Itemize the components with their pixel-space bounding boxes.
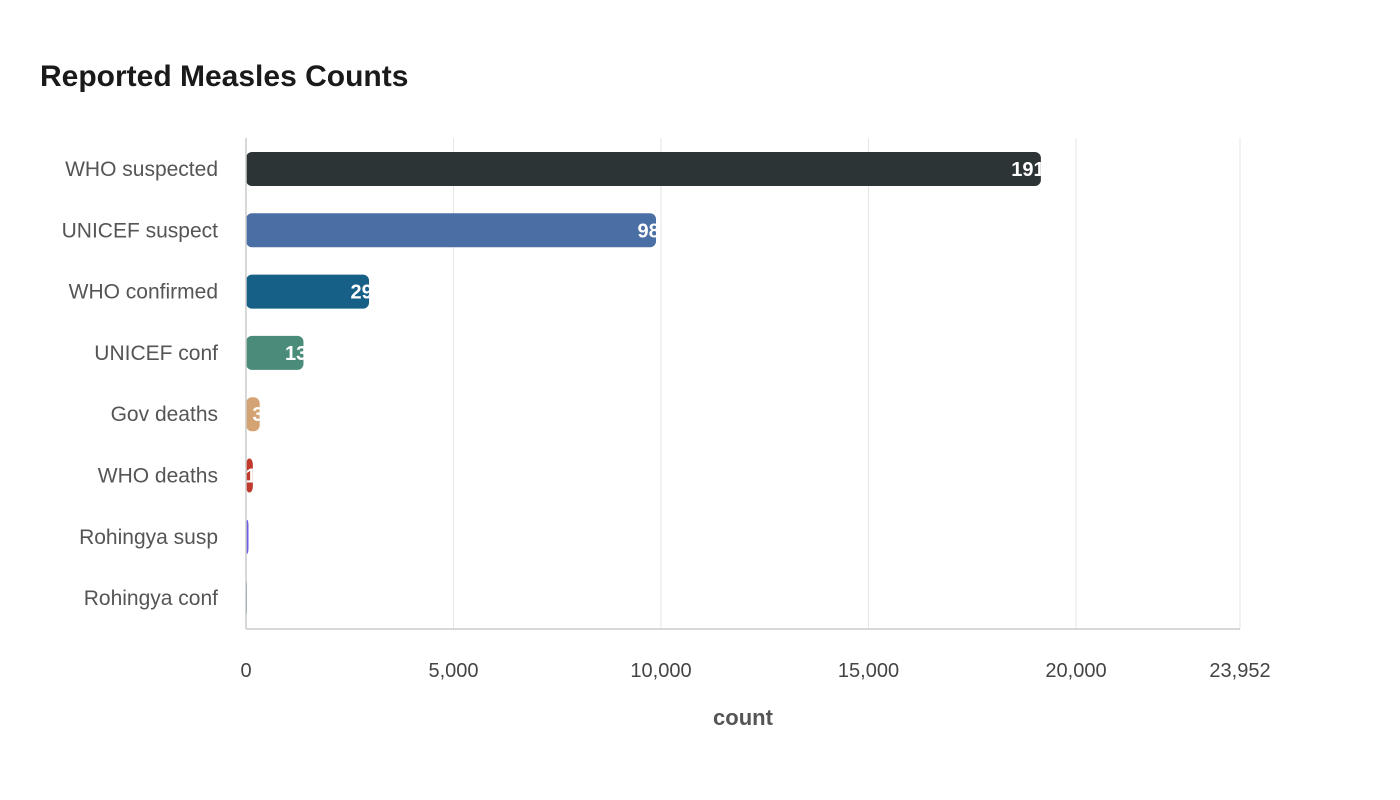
chart-title: Reported Measles Counts — [40, 60, 409, 93]
bar-value-label: 19154 — [1011, 159, 1067, 181]
x-tick-label: 15,000 — [838, 660, 899, 682]
x-tick-label: 20,000 — [1045, 660, 1106, 682]
bar-who-deaths — [246, 458, 253, 493]
x-axis-title: count — [713, 705, 774, 730]
label-layer: 0 5,000 10,000 15,000 20,000 23,952 WHO suspec… — [62, 158, 1271, 682]
bar-layer — [246, 152, 1041, 616]
x-tick-label: 23,952 — [1209, 660, 1270, 682]
y-category-label: WHO confirmed — [69, 281, 218, 304]
y-category-label: Rohingya susp — [79, 526, 218, 549]
bar-value-label: 165 — [245, 466, 278, 488]
x-tick-label: 0 — [240, 660, 251, 682]
bar-who-confirmed — [246, 274, 370, 309]
bar-value-label: 9880 — [638, 220, 683, 242]
bar-unicef-conf — [246, 335, 304, 370]
y-category-label: UNICEF conf — [94, 342, 218, 365]
bar-gov-deaths — [246, 397, 260, 432]
bar-value-label: 1385 — [285, 343, 330, 365]
y-category-label: WHO deaths — [98, 465, 218, 488]
bar-value-label: 2965 — [351, 282, 396, 304]
y-category-label: Rohingya conf — [84, 587, 218, 610]
x-tick-label: 5,000 — [428, 660, 478, 682]
x-tick-label: 10,000 — [630, 660, 691, 682]
bar-unicef-suspect — [246, 213, 657, 248]
y-category-label: WHO suspected — [65, 158, 218, 181]
bar-value-label: 12 — [251, 588, 273, 610]
bar-who-suspected — [246, 152, 1041, 186]
y-category-label: UNICEF suspect — [62, 219, 219, 242]
axis-layer — [245, 138, 1240, 630]
bar-value-label: 60 — [252, 527, 274, 549]
y-category-label: Gov deaths — [111, 403, 218, 426]
bar-value-label: 330 — [252, 404, 285, 426]
grid-layer — [245, 138, 1241, 629]
